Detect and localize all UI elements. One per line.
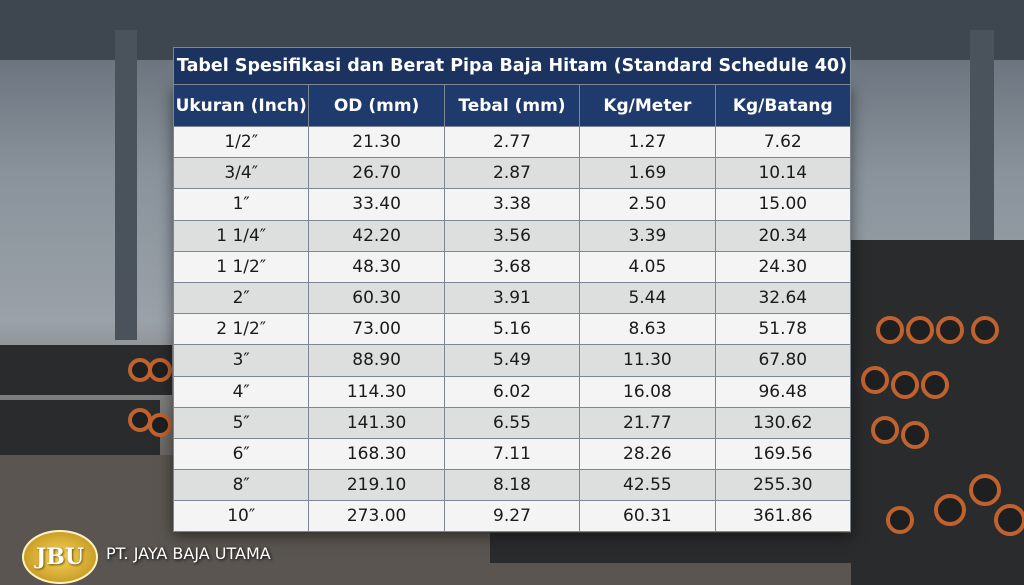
pipe-stack-right [490,240,1024,585]
table-cell: 273.00 [308,500,445,533]
table-cell: 42.20 [308,219,445,252]
table-row: 2 1/2″ 73.00 5.16 8.63 51.78 [172,313,852,346]
table-cell: 60.30 [308,281,445,315]
column-header: OD (mm) [308,84,445,127]
column [115,30,137,340]
table-cell: 10″ [172,500,310,533]
table-cell: 8.63 [579,313,716,346]
table-cell: 3.56 [443,219,581,252]
table-cell: 2″ [172,281,310,315]
table-cell: 3.91 [443,281,581,315]
table-cell: 1 1/4″ [172,219,310,252]
table-cell: 141.30 [308,406,445,439]
table-row: 2″ 60.30 3.91 5.44 32.64 [172,281,852,315]
table-cell: 114.30 [308,375,445,408]
table-cell: 1″ [172,188,310,221]
table-cell: 15.00 [714,188,852,221]
table-cell: 255.30 [714,469,852,502]
table-cell: 6.02 [443,375,581,408]
column-header: Kg/Meter [579,84,716,127]
table-cell: 3.39 [579,219,716,252]
table-cell: 2.50 [579,188,716,221]
table-cell: 1.27 [579,125,716,159]
table-cell: 1 1/2″ [172,250,310,283]
table-cell: 5.44 [579,281,716,315]
table-cell: 361.86 [714,500,852,533]
column-header: Ukuran (Inch) [172,84,310,127]
table-row: 6″ 168.30 7.11 28.26 169.56 [172,437,852,471]
table-cell: 11.30 [579,344,716,377]
table-cell: 96.48 [714,375,852,408]
table-cell: 5″ [172,406,310,439]
table-cell: 4.05 [579,250,716,283]
table-cell: 28.26 [579,437,716,471]
table-row: 1 1/2″ 48.30 3.68 4.05 24.30 [172,250,852,283]
table-cell: 3.38 [443,188,581,221]
company-name: PT. JAYA BAJA UTAMA [106,544,271,563]
logo: JBU [22,530,98,584]
table-cell: 1/2″ [172,125,310,159]
table-row: 5″ 141.30 6.55 21.77 130.62 [172,406,852,439]
table-title: Tabel Spesifikasi dan Berat Pipa Baja Hi… [173,47,851,84]
table-cell: 26.70 [308,157,445,190]
table-cell: 5.16 [443,313,581,346]
table-row: 1″ 33.40 3.38 2.50 15.00 [172,188,852,221]
table-row: 1 1/4″ 42.20 3.56 3.39 20.34 [172,219,852,252]
table-cell: 60.31 [579,500,716,533]
table-cell: 20.34 [714,219,852,252]
table-cell: 2 1/2″ [172,313,310,346]
table-row: 10″ 273.00 9.27 60.31 361.86 [172,500,852,533]
table-cell: 48.30 [308,250,445,283]
table-cell: 32.64 [714,281,852,315]
table-cell: 8.18 [443,469,581,502]
column [970,30,994,270]
table-cell: 219.10 [308,469,445,502]
table-cell: 21.77 [579,406,716,439]
table-cell: 7.11 [443,437,581,471]
table-cell: 9.27 [443,500,581,533]
table-cell: 2.77 [443,125,581,159]
table-cell: 3.68 [443,250,581,283]
table-cell: 33.40 [308,188,445,221]
header-row: Ukuran (Inch) OD (mm) Tebal (mm) Kg/Meter Kg… [172,84,852,127]
table-cell: 24.30 [714,250,852,283]
table-cell: 21.30 [308,125,445,159]
table-cell: 3/4″ [172,157,310,190]
table-cell: 3″ [172,344,310,377]
table-body: 1/2″ 21.30 2.77 1.27 7.62 3/4″ 26.70 2.87 1.69 10… [172,125,852,533]
table-cell: 4″ [172,375,310,408]
table-cell: 2.87 [443,157,581,190]
table-cell: 42.55 [579,469,716,502]
table-cell: 130.62 [714,406,852,439]
table-cell: 6.55 [443,406,581,439]
table-cell: 8″ [172,469,310,502]
table-row: 4″ 114.30 6.02 16.08 96.48 [172,375,852,408]
table-cell: 10.14 [714,157,852,190]
table-cell: 16.08 [579,375,716,408]
column-header: Tebal (mm) [443,84,581,127]
pipe-ends [128,316,1024,536]
table-row: 1/2″ 21.30 2.77 1.27 7.62 [172,125,852,159]
table-cell: 1.69 [579,157,716,190]
table-cell: 5.49 [443,344,581,377]
table-cell: 169.56 [714,437,852,471]
table-cell: 6″ [172,437,310,471]
table-cell: 73.00 [308,313,445,346]
table-row: 8″ 219.10 8.18 42.55 255.30 [172,469,852,502]
table-cell: 88.90 [308,344,445,377]
spec-table: Tabel Spesifikasi dan Berat Pipa Baja Hi… [172,47,852,533]
table-cell: 168.30 [308,437,445,471]
table-cell: 7.62 [714,125,852,159]
table-row: 3/4″ 26.70 2.87 1.69 10.14 [172,157,852,190]
table-cell: 67.80 [714,344,852,377]
table-cell: 51.78 [714,313,852,346]
table-row: 3″ 88.90 5.49 11.30 67.80 [172,344,852,377]
column-header: Kg/Batang [714,84,852,127]
